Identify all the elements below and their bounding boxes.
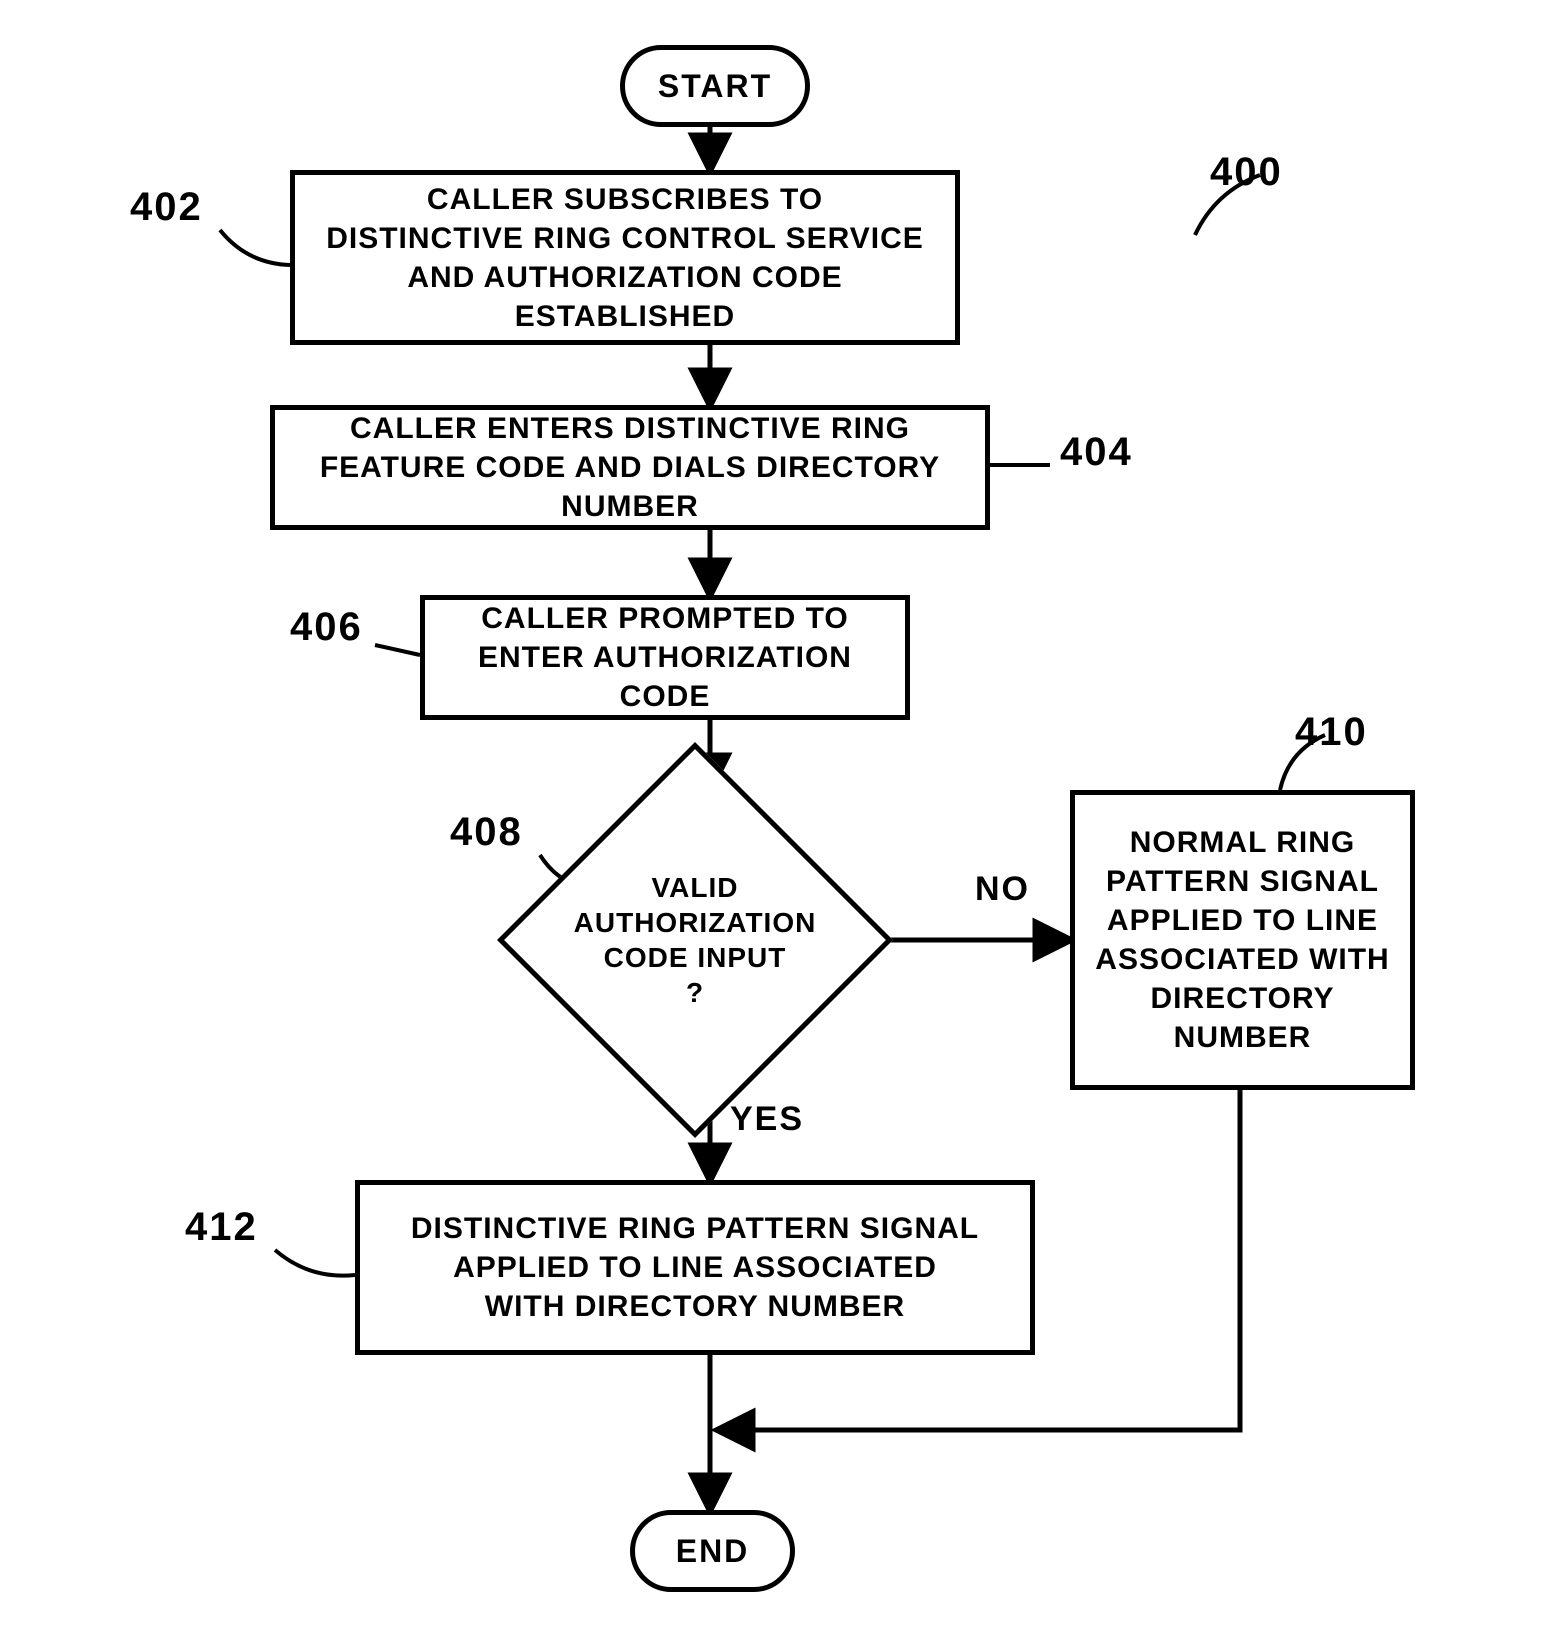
- ref-404: 404: [1060, 430, 1133, 475]
- ref-400: 400: [1210, 150, 1283, 195]
- ref-412: 412: [185, 1205, 258, 1250]
- flowchart-canvas: START CALLER SUBSCRIBES TODISTINCTIVE RI…: [0, 0, 1541, 1644]
- ref-402: 402: [130, 185, 203, 230]
- process-402: CALLER SUBSCRIBES TODISTINCTIVE RING CON…: [290, 170, 960, 345]
- end-label: END: [676, 1533, 750, 1570]
- ref-410: 410: [1295, 710, 1368, 755]
- process-406-text: CALLER PROMPTED TOENTER AUTHORIZATION CO…: [433, 599, 897, 716]
- decision-408: VALIDAUTHORIZATIONCODE INPUT?: [555, 800, 835, 1080]
- edge-label-no: NO: [975, 870, 1030, 909]
- process-412-text: DISTINCTIVE RING PATTERN SIGNALAPPLIED T…: [411, 1209, 979, 1326]
- process-402-text: CALLER SUBSCRIBES TODISTINCTIVE RING CON…: [303, 180, 947, 336]
- process-410-text: NORMAL RINGPATTERN SIGNALAPPLIED TO LINE…: [1083, 823, 1402, 1057]
- end-node: END: [630, 1510, 795, 1592]
- process-412: DISTINCTIVE RING PATTERN SIGNALAPPLIED T…: [355, 1180, 1035, 1355]
- start-label: START: [658, 68, 772, 105]
- ref-408: 408: [450, 810, 523, 855]
- process-404-text: CALLER ENTERS DISTINCTIVE RINGFEATURE CO…: [283, 409, 977, 526]
- process-410: NORMAL RINGPATTERN SIGNALAPPLIED TO LINE…: [1070, 790, 1415, 1090]
- process-406: CALLER PROMPTED TOENTER AUTHORIZATION CO…: [420, 595, 910, 720]
- process-404: CALLER ENTERS DISTINCTIVE RINGFEATURE CO…: [270, 405, 990, 530]
- decision-408-text: VALIDAUTHORIZATIONCODE INPUT?: [574, 870, 817, 1010]
- ref-406: 406: [290, 605, 363, 650]
- start-node: START: [620, 45, 810, 127]
- edge-label-yes: YES: [730, 1100, 804, 1139]
